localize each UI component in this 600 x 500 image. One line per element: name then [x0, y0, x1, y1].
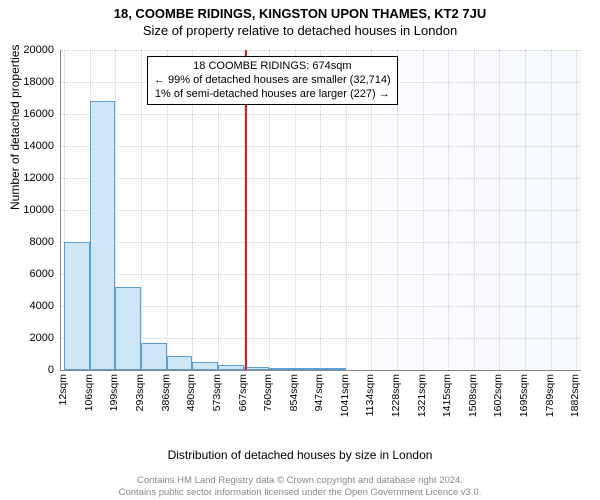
histogram-bar [141, 343, 166, 370]
y-axis-label: Number of detached properties [8, 45, 22, 210]
y-tick-label: 0 [0, 364, 54, 376]
y-tick-label: 12000 [0, 172, 54, 184]
x-tick-label: 293sqm [134, 374, 146, 411]
annotation-line-2: ← 99% of detached houses are smaller (32… [154, 74, 391, 88]
x-tick-label: 854sqm [288, 374, 300, 411]
gridline-v [499, 50, 500, 370]
gridline-v [423, 50, 424, 370]
x-tick-label: 386sqm [160, 374, 172, 411]
x-tick-label: 480sqm [185, 374, 197, 411]
x-tick-label: 1228sqm [390, 374, 402, 417]
x-tick-label: 947sqm [313, 374, 325, 411]
page-title: 18, COOMBE RIDINGS, KINGSTON UPON THAMES… [0, 0, 600, 21]
histogram-bar [90, 101, 115, 370]
y-tick-label: 2000 [0, 332, 54, 344]
y-tick-label: 16000 [0, 108, 54, 120]
gridline-v [551, 50, 552, 370]
annotation-line-3: 1% of semi-detached houses are larger (2… [154, 88, 391, 102]
footer-attribution: Contains HM Land Registry data © Crown c… [0, 475, 600, 498]
x-tick-label: 573sqm [211, 374, 223, 411]
plot-area: 18 COOMBE RIDINGS: 674sqm ← 99% of detac… [60, 50, 581, 371]
x-tick-label: 1789sqm [544, 374, 556, 417]
footer-line-1: Contains HM Land Registry data © Crown c… [0, 475, 600, 486]
x-tick-label: 1508sqm [467, 374, 479, 417]
y-tick-label: 18000 [0, 76, 54, 88]
x-tick-label: 106sqm [83, 374, 95, 411]
histogram-bar [192, 362, 217, 370]
histogram-bar [295, 368, 320, 370]
page-subtitle: Size of property relative to detached ho… [0, 21, 600, 42]
chart-container: 18, COOMBE RIDINGS, KINGSTON UPON THAMES… [0, 0, 600, 500]
annotation-box: 18 COOMBE RIDINGS: 674sqm ← 99% of detac… [147, 56, 398, 105]
histogram-bar [320, 368, 346, 370]
gridline-v [448, 50, 449, 370]
y-tick-label: 4000 [0, 300, 54, 312]
footer-line-2: Contains public sector information licen… [0, 487, 600, 498]
x-tick-label: 1134sqm [364, 374, 376, 416]
gridline-v [141, 50, 142, 370]
x-tick-label: 667sqm [237, 374, 249, 411]
y-tick-label: 14000 [0, 140, 54, 152]
annotation-line-1: 18 COOMBE RIDINGS: 674sqm [154, 60, 391, 74]
x-tick-label: 1041sqm [339, 374, 351, 417]
histogram-bar [269, 368, 295, 370]
x-axis-label: Distribution of detached houses by size … [0, 448, 600, 462]
histogram-bar [218, 365, 244, 370]
y-tick-label: 20000 [0, 44, 54, 56]
x-tick-label: 1695sqm [518, 374, 530, 417]
x-tick-label: 199sqm [108, 374, 120, 411]
x-tick-label: 1321sqm [416, 374, 428, 417]
y-tick-label: 8000 [0, 236, 54, 248]
chart-area: 18 COOMBE RIDINGS: 674sqm ← 99% of detac… [60, 50, 580, 410]
histogram-bar [115, 287, 141, 370]
histogram-bar [167, 356, 193, 370]
x-tick-label: 12sqm [57, 374, 69, 406]
histogram-bar [64, 242, 90, 370]
gridline-v [474, 50, 475, 370]
x-tick-label: 1882sqm [569, 374, 581, 417]
y-tick-label: 6000 [0, 268, 54, 280]
y-tick-label: 10000 [0, 204, 54, 216]
gridline-v [576, 50, 577, 370]
gridline-v [525, 50, 526, 370]
x-tick-label: 760sqm [262, 374, 274, 411]
x-tick-label: 1602sqm [492, 374, 504, 417]
x-tick-label: 1415sqm [441, 374, 453, 417]
